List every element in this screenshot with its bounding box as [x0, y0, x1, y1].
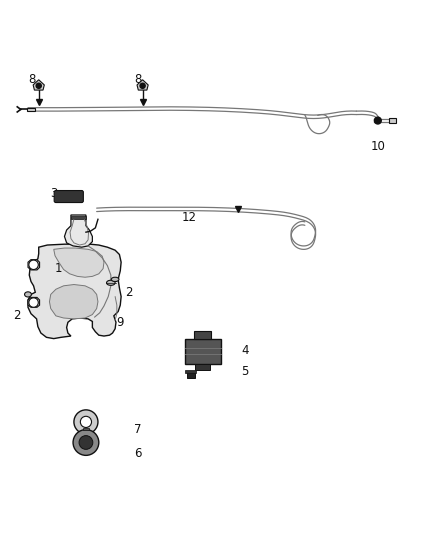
FancyBboxPatch shape — [185, 370, 196, 373]
Ellipse shape — [106, 280, 115, 285]
FancyBboxPatch shape — [54, 190, 83, 203]
Ellipse shape — [111, 277, 119, 281]
FancyBboxPatch shape — [389, 118, 396, 123]
Text: 10: 10 — [371, 140, 385, 153]
Circle shape — [140, 83, 145, 88]
FancyBboxPatch shape — [27, 108, 35, 111]
Circle shape — [29, 298, 38, 308]
Text: 12: 12 — [181, 211, 197, 224]
Text: 2: 2 — [14, 309, 21, 322]
FancyBboxPatch shape — [194, 331, 211, 338]
Polygon shape — [28, 297, 39, 308]
Text: 2: 2 — [125, 286, 133, 299]
Circle shape — [29, 260, 38, 270]
Circle shape — [36, 83, 41, 88]
Polygon shape — [64, 215, 92, 247]
Text: 8: 8 — [134, 73, 141, 86]
Text: 9: 9 — [117, 316, 124, 329]
FancyBboxPatch shape — [71, 216, 85, 219]
FancyBboxPatch shape — [195, 365, 210, 370]
Polygon shape — [28, 260, 39, 270]
Polygon shape — [54, 248, 104, 277]
Polygon shape — [33, 80, 44, 90]
Text: 6: 6 — [134, 447, 141, 460]
FancyBboxPatch shape — [185, 338, 221, 365]
Circle shape — [374, 117, 381, 124]
FancyBboxPatch shape — [187, 372, 194, 378]
Polygon shape — [137, 80, 148, 90]
Polygon shape — [28, 244, 121, 338]
Text: 7: 7 — [134, 423, 141, 436]
Ellipse shape — [25, 292, 32, 297]
Circle shape — [79, 435, 93, 449]
Circle shape — [73, 430, 99, 455]
Circle shape — [74, 410, 98, 434]
Text: 8: 8 — [28, 73, 36, 86]
Text: 1: 1 — [54, 262, 62, 275]
Text: 5: 5 — [241, 365, 248, 378]
Text: 4: 4 — [241, 344, 248, 357]
Circle shape — [80, 416, 92, 427]
Polygon shape — [49, 285, 98, 319]
Text: 3: 3 — [50, 187, 57, 200]
FancyBboxPatch shape — [83, 428, 89, 431]
